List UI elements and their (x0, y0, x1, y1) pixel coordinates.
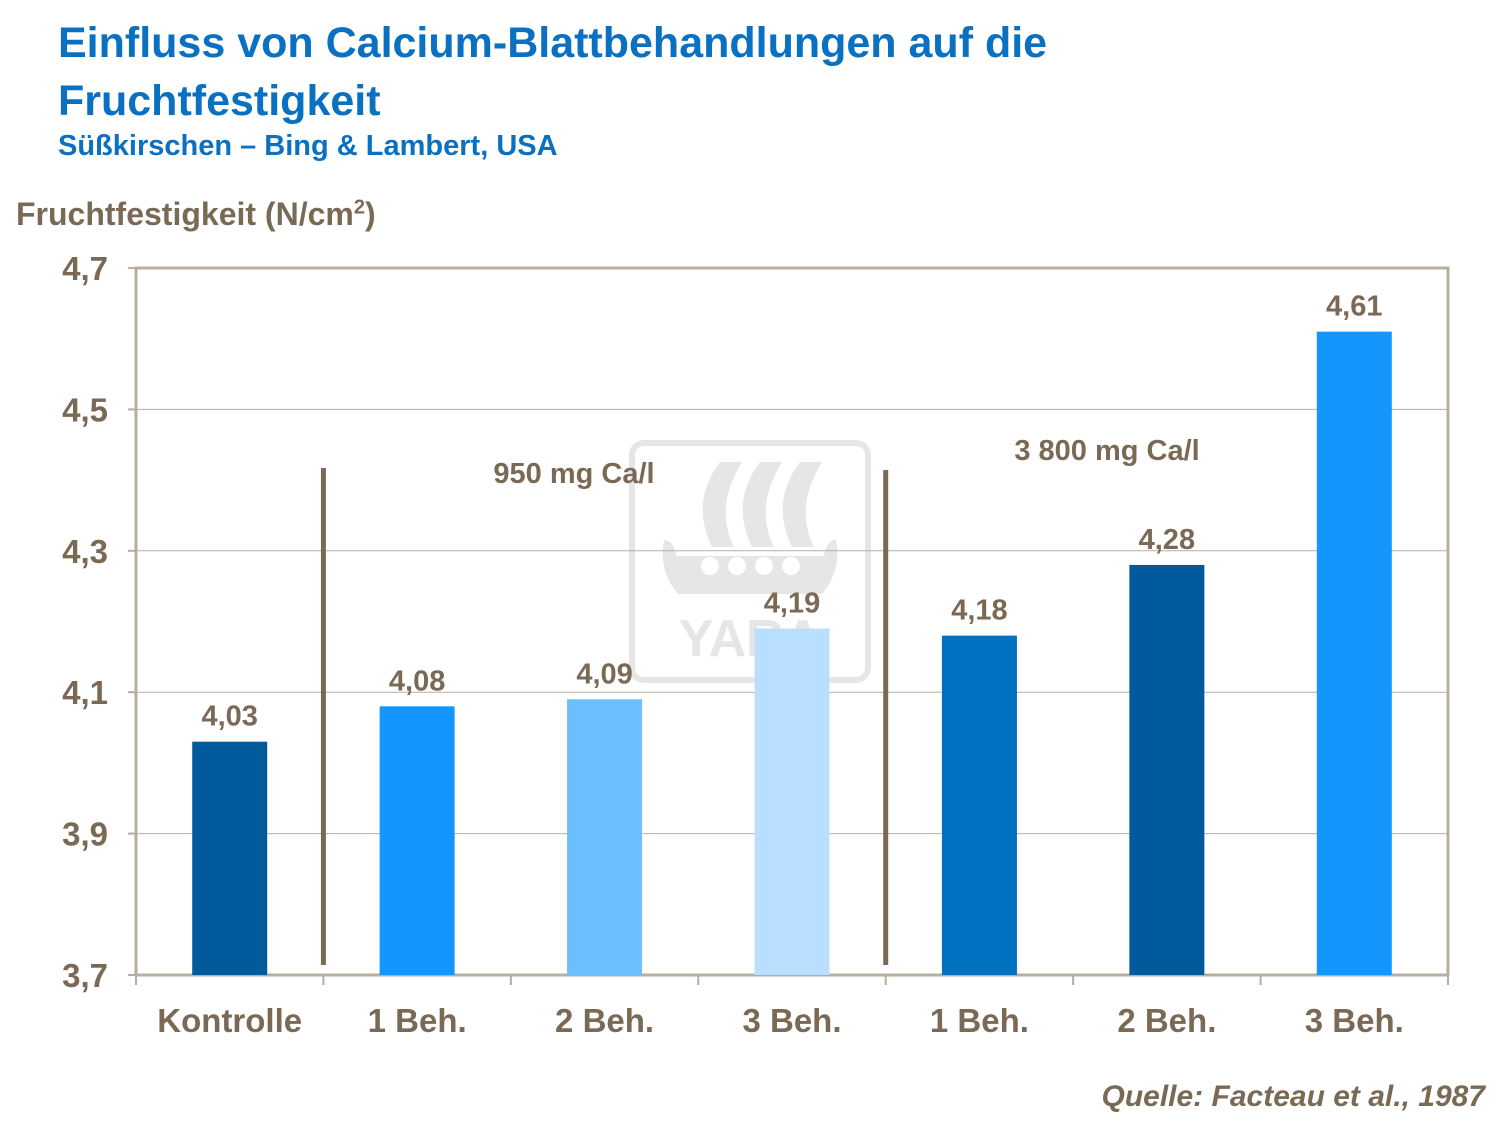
y-axis-label: Fruchtfestigkeit (N/cm2) (16, 196, 376, 233)
data-label: 4,19 (764, 588, 820, 620)
group-label: 3 800 mg Ca/l (1014, 435, 1199, 467)
data-label: 4,61 (1326, 291, 1382, 323)
y-tick-label: 4,5 (62, 391, 108, 428)
source-note: Quelle: Facteau et al., 1987 (1101, 1080, 1485, 1113)
data-label: 4,03 (201, 701, 257, 733)
y-axis-label-end: ) (364, 196, 376, 232)
bar (567, 699, 643, 975)
x-tick-label: 2 Beh. (555, 1002, 654, 1039)
bar (1129, 564, 1205, 975)
x-tick-label: Kontrolle (157, 1002, 302, 1039)
x-tick-label: 1 Beh. (930, 1002, 1029, 1039)
y-tick-label: 4,3 (62, 533, 108, 570)
y-tick-label: 3,7 (62, 957, 108, 994)
bar (941, 635, 1017, 975)
y-tick-label: 4,7 (62, 250, 108, 287)
y-axis-label-text: Fruchtfestigkeit (N/cm (16, 196, 354, 232)
y-tick-label: 4,1 (62, 674, 108, 711)
y-axis-label-superscript: 2 (353, 196, 365, 219)
bar (754, 628, 830, 975)
bar (379, 706, 455, 975)
data-label: 4,09 (576, 658, 632, 690)
chart-title: Einfluss von Calcium-Blattbehandlungen a… (58, 19, 1048, 125)
data-label: 4,18 (951, 595, 1007, 627)
x-tick-label: 3 Beh. (1305, 1002, 1404, 1039)
bar (1316, 331, 1392, 975)
y-tick-label: 3,9 (62, 816, 108, 853)
data-label: 4,28 (1139, 524, 1195, 556)
bar (192, 741, 268, 975)
group-label: 950 mg Ca/l (493, 458, 654, 490)
x-tick-label: 1 Beh. (368, 1002, 467, 1039)
data-label: 4,08 (389, 665, 445, 697)
x-tick-label: 3 Beh. (742, 1002, 841, 1039)
x-tick-label: 2 Beh. (1117, 1002, 1216, 1039)
chart-subtitle: Süßkirschen – Bing & Lambert, USA (58, 130, 558, 162)
